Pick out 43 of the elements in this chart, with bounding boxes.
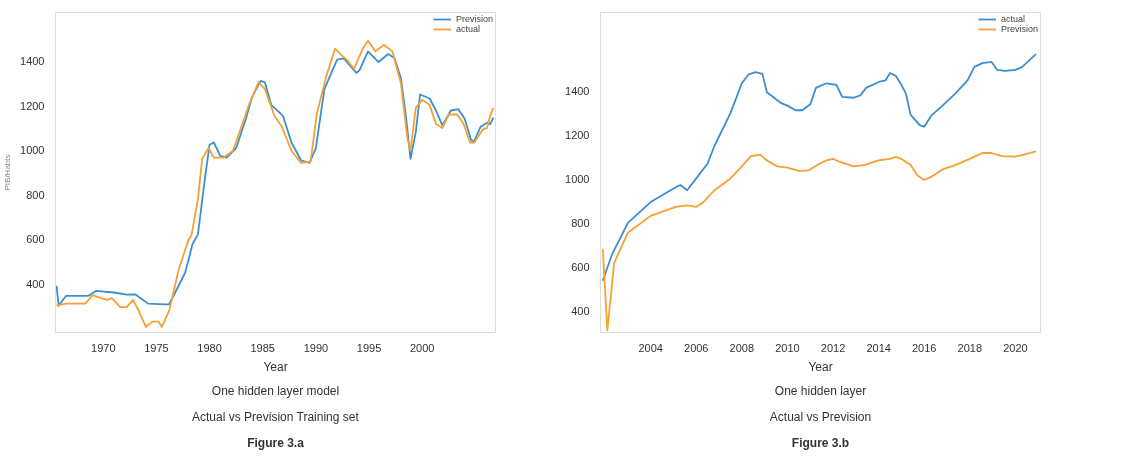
y-tick-label: 1200 — [565, 129, 590, 142]
legend-label: Prevision — [455, 14, 493, 24]
y-tick-label: 1000 — [20, 144, 45, 157]
y-tick-label: 1400 — [20, 55, 45, 68]
text: Actual vs Prevision Training set — [192, 409, 360, 424]
caption: Figure 3.a — [247, 435, 305, 450]
y-tick-label: 1200 — [20, 99, 45, 112]
line-series — [601, 53, 1037, 282]
legend-label: actual — [455, 24, 481, 34]
legend-label: Prevision — [1000, 24, 1038, 34]
x-tick-label: 1975 — [144, 341, 169, 354]
x-tick-label: 2010 — [775, 341, 800, 354]
x-tick-label: 2016 — [912, 341, 937, 354]
x-tick-label: 2020 — [1003, 341, 1028, 354]
x-tick-label: 1980 — [197, 341, 222, 354]
y-axis-title: PIB/Habts — [3, 154, 13, 191]
text: Actual vs Prevision — [769, 409, 872, 424]
x-tick-label: 2014 — [866, 341, 891, 354]
y-tick-label: 1400 — [565, 85, 590, 98]
x-tick-label: 1990 — [303, 341, 329, 354]
x-axis-title: Year — [263, 359, 288, 374]
y-tick-label: 600 — [26, 233, 45, 246]
x-axis-title: Year — [808, 359, 833, 374]
text: One hidden layer model — [211, 383, 340, 398]
x-tick-label: 2004 — [638, 341, 663, 354]
x-tick-label: 2000 — [409, 341, 435, 354]
y-tick-label: 400 — [26, 277, 45, 290]
y-tick-label: 800 — [26, 188, 45, 201]
y-tick-label: 800 — [571, 216, 590, 229]
x-tick-label: 2006 — [684, 341, 709, 354]
x-tick-label: 2008 — [729, 341, 755, 354]
x-tick-label: 2012 — [820, 341, 846, 354]
x-tick-label: 2018 — [957, 341, 983, 354]
x-tick-label: 1995 — [356, 341, 382, 354]
y-tick-label: 600 — [571, 260, 590, 273]
y-tick-label: 1000 — [565, 173, 590, 186]
y-tick-label: 400 — [571, 304, 590, 317]
line-series — [601, 150, 1037, 332]
legend-label: actual — [1000, 14, 1026, 24]
x-tick-label: 1985 — [250, 341, 275, 354]
text: One hidden layer — [774, 383, 867, 398]
caption: Figure 3.b — [791, 435, 850, 450]
x-tick-label: 1970 — [91, 341, 116, 354]
